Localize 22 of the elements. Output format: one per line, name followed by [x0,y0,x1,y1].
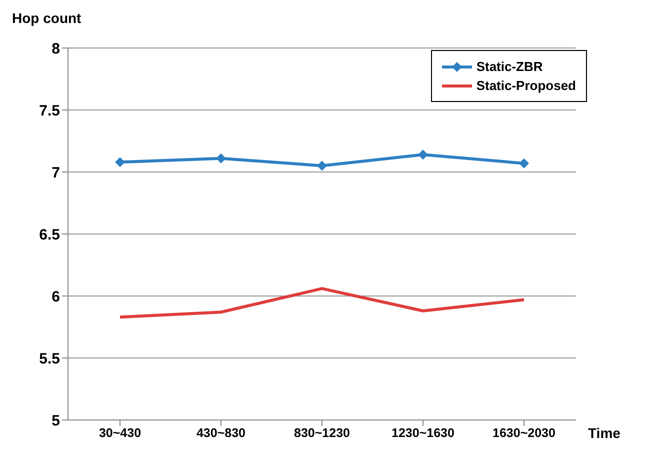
y-axis-title: Hop count [12,10,82,26]
legend-label: Static-ZBR [476,59,543,74]
point [115,157,125,168]
x-tick-label: 30~430 [98,426,142,440]
line-series [118,287,526,319]
point [519,158,529,168]
point [418,150,428,160]
y-tick-label: 5 [52,412,60,430]
y-tick-label: 6 [52,288,60,306]
x-axis-title: Time [588,425,620,441]
y-tick-label: 7 [52,164,60,182]
y-tick-label: 8 [52,40,60,58]
x-tick-label: 830~1230 [294,426,350,440]
point [216,153,226,164]
y-tick-label: 7.5 [39,102,60,120]
x-tick-label: 1230~1630 [392,426,454,440]
x-tick-label: 430~830 [196,426,246,440]
y-tick-label: 6.5 [39,226,60,244]
x-tick-label: 1630~2030 [492,426,556,440]
legend-label: Static-Proposed [476,78,576,93]
y-tick-label: 5.5 [39,350,60,368]
point [317,160,327,171]
